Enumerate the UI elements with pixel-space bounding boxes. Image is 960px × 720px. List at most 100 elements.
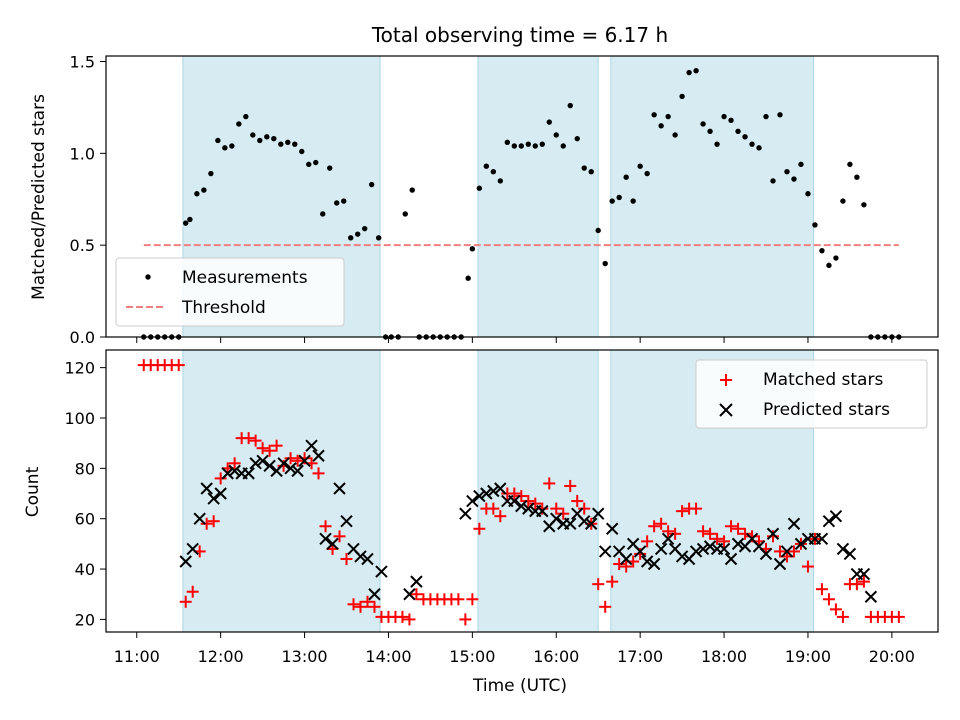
matched-star-marker — [557, 507, 570, 520]
matched-star-marker — [857, 575, 870, 588]
predicted-star-marker — [179, 555, 192, 568]
predicted-star-marker — [857, 567, 871, 581]
predicted-star-marker — [829, 509, 843, 523]
marker-stroke — [675, 550, 689, 563]
matched-star-marker — [207, 515, 220, 528]
marker-stroke — [333, 482, 346, 495]
matched-star-marker — [746, 530, 759, 543]
top-x-ticks — [136, 337, 893, 343]
marker-stroke — [473, 489, 486, 503]
measurement-point — [819, 247, 825, 254]
measurement-point — [243, 113, 249, 120]
marker-stroke — [731, 537, 745, 551]
predicted-star-marker — [522, 502, 535, 515]
marker-stroke — [696, 542, 710, 556]
measurement-point — [341, 198, 347, 204]
matched-star-marker — [620, 560, 633, 573]
matched-star-marker — [487, 502, 500, 515]
marker-stroke — [571, 507, 584, 520]
matched-star-marker — [815, 583, 828, 596]
measurement-point — [637, 163, 643, 169]
measurement-point — [334, 200, 340, 206]
measurement-point — [812, 222, 818, 228]
matched-star-marker — [459, 613, 472, 626]
matched-star-marker — [508, 487, 521, 500]
predicted-star-marker — [221, 467, 234, 480]
measurement-point — [665, 113, 671, 120]
predicted-star-marker — [375, 565, 388, 578]
matched-star-marker — [284, 452, 297, 465]
measurement-point — [791, 176, 797, 182]
matched-star-marker — [829, 603, 842, 616]
predicted-star-marker — [480, 487, 493, 500]
marker-stroke — [536, 504, 549, 518]
predicted-star-marker — [508, 494, 521, 508]
predicted-star-marker — [193, 512, 206, 525]
predicted-star-marker — [780, 545, 794, 558]
measurement-point — [354, 231, 361, 237]
y-tick-label: 1.0 — [70, 144, 95, 163]
matched-star-marker — [732, 522, 745, 535]
marker-stroke — [843, 547, 857, 561]
measurement-point — [567, 102, 573, 109]
matched-star-marker — [186, 585, 199, 598]
measurement-point — [595, 227, 601, 234]
matched-star-marker — [494, 510, 507, 523]
bottom-x-ticks: 11:00 12:00 13:00 14:00 15:00 16:00 17:00 18:00… — [114, 632, 915, 666]
matched-star-marker — [522, 495, 535, 508]
predicted-star-marker — [585, 517, 598, 530]
observing-period-shade — [477, 350, 599, 632]
predicted-star-marker — [403, 588, 416, 601]
measurement-point — [616, 194, 622, 201]
predicted-star-marker — [536, 504, 549, 518]
y-tick-label: 1.5 — [70, 53, 95, 72]
predicted-star-marker — [459, 507, 472, 520]
predicted-star-marker — [633, 545, 647, 558]
predicted-star-marker — [598, 545, 612, 558]
matched-star-marker — [564, 479, 577, 492]
predicted-star-marker — [717, 542, 731, 556]
predicted-star-marker — [550, 512, 563, 525]
observing-period-shade — [477, 56, 599, 337]
matched-star-marker — [578, 502, 591, 515]
measurement-point — [236, 121, 242, 127]
bottom-legend: Matched stars Predicted stars — [695, 359, 928, 429]
measurement-point — [651, 112, 657, 118]
top-legend-box — [115, 257, 345, 327]
measurement-points — [141, 67, 902, 340]
measurement-point — [602, 260, 608, 267]
matched-star-marker — [822, 593, 835, 606]
marker-stroke — [263, 459, 276, 473]
predicted-star-marker — [689, 545, 703, 558]
marker-stroke — [291, 464, 304, 478]
predicted-star-marker — [298, 454, 311, 467]
predicted-star-marker — [654, 542, 668, 556]
predicted-star-marker — [794, 537, 808, 551]
marker-stroke — [347, 542, 360, 556]
bottom-axes-frame — [105, 349, 939, 633]
marker-stroke — [375, 565, 388, 578]
marker-stroke — [654, 542, 668, 556]
legend-predicted-label: Predicted stars — [763, 400, 890, 420]
matched-star-marker — [249, 434, 262, 447]
matched-star-marker — [200, 517, 213, 530]
marker-stroke — [354, 550, 367, 563]
matched-star-marker — [228, 457, 241, 470]
marker-stroke — [829, 509, 843, 523]
predicted-star-marker — [186, 542, 199, 556]
predicted-star-marker — [354, 550, 367, 563]
matched-star-marker — [333, 530, 346, 543]
predicted-star-marker — [242, 467, 255, 480]
marker-stroke — [480, 487, 493, 500]
measurement-point — [553, 132, 559, 138]
matched-star-marker — [452, 593, 465, 606]
predicted-star-marker — [815, 532, 829, 546]
y-tick-label: 60 — [75, 510, 95, 529]
top-y-ticks: 0.0 0.5 1.0 1.5 — [70, 53, 106, 347]
measurement-point — [476, 185, 483, 191]
matched-star-marker — [697, 525, 710, 538]
matched-star-marker — [529, 497, 542, 510]
predicted-star-marker — [319, 532, 332, 546]
predicted-star-marker — [284, 462, 297, 475]
measurement-point — [623, 174, 629, 180]
